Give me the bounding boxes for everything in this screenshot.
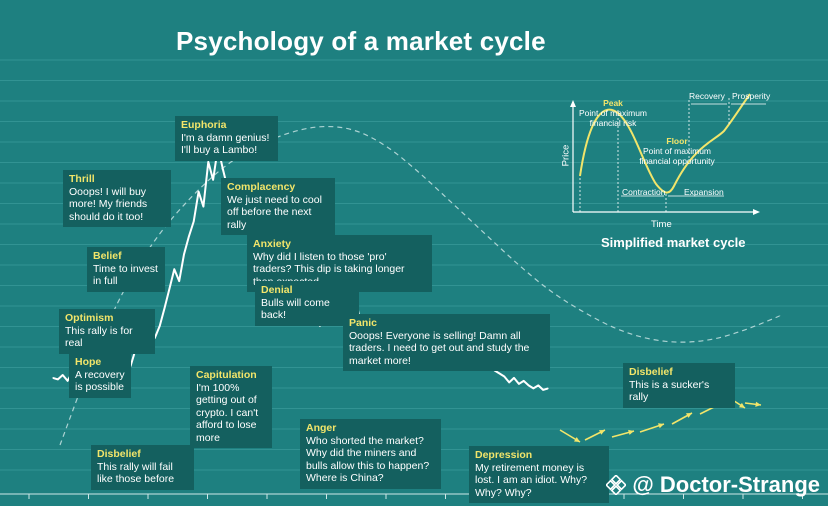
price-point [518,383,520,385]
stage-heading: Euphoria [181,119,227,131]
stage-text: Bulls will come back! [261,296,330,322]
phase-recovery: Recovery [689,91,725,101]
stage-anger: Anger Who shorted the market? Why did th… [300,419,441,489]
stage-heading: Disbelief [629,366,673,378]
arrow-head [755,401,761,407]
inset-peak-label: Peak Point of maximum financial risk [575,98,651,128]
price-point [222,168,224,170]
stage-disbelief-2: Disbelief This is a sucker's rally [623,363,735,408]
price-point [528,384,530,386]
peak-heading: Peak [603,98,623,108]
price-point [67,380,69,382]
price-point [319,325,321,327]
stage-text: I'm a damn genius! I'll buy a Lambo! [181,131,270,157]
inset-x-arrow [753,209,760,215]
stage-denial: Denial Bulls will come back! [255,281,359,326]
arrow-head [599,430,605,435]
arrow-head [686,413,692,418]
peak-text: Point of maximum financial risk [578,108,648,128]
stage-heading: Optimism [65,312,114,324]
price-point [537,384,539,386]
price-point [188,235,190,237]
price-point [513,377,515,379]
sentiment-trend-curve [59,125,781,446]
price-point [183,253,185,255]
price-point [178,280,180,282]
stage-heading: Denial [261,284,293,296]
price-point [498,372,501,375]
stage-hope: Hope A recovery is possible [69,353,131,398]
inset-floor-label: Floor Point of maximum financial opportu… [638,136,716,166]
stage-text: Ooops! I will buy more! My friends shoul… [69,185,148,223]
floor-text: Point of maximum financial opportunity [639,146,715,166]
inset-caption: Simplified market cycle [601,235,746,250]
stage-text: This rally is for real [65,324,133,350]
stage-heading: Thrill [69,173,95,185]
stage-heading: Hope [75,356,102,368]
stage-text: This is a sucker's rally [629,378,710,404]
stage-text: My retirement money is lost. I am an idi… [475,461,588,499]
stage-capitulation: Capitulation I'm 100% getting out of cry… [190,366,272,448]
stage-heading: Depression [475,449,533,461]
stage-text: Who shorted the market? Why did the mine… [306,434,430,485]
arrow-head [658,423,664,429]
arrow-head [739,402,745,408]
stage-optimism: Optimism This rally is for real [59,309,155,354]
price-point [547,387,549,389]
price-point [532,387,535,389]
watermark-text: @ Doctor-Strange [632,472,820,497]
stage-text: A recovery is possible [75,368,125,394]
phase-expansion: Expansion [684,187,724,197]
floor-heading: Floor [666,136,688,146]
stage-heading: Anxiety [253,238,291,250]
stage-text: Time to invest in full [93,262,158,288]
stage-panic: Panic Ooops! Everyone is selling! Damn a… [343,314,550,371]
stage-text: We just need to cool off before the next… [227,193,322,231]
chart-title: Psychology of a market cycle [176,26,546,56]
price-point [523,380,525,382]
price-point [52,377,54,379]
watermark: @ Doctor-Strange [606,472,820,498]
arrow-head [628,429,634,435]
price-point [202,206,204,208]
simplified-cycle-chart [570,93,766,215]
stage-text: This rally will fail like those before [97,460,175,486]
stage-heading: Panic [349,317,378,329]
arrow-head [574,437,580,442]
stage-depression: Depression My retirement money is lost. … [469,446,609,503]
price-point [207,161,209,163]
price-point [508,381,510,383]
stage-text: I'm 100% getting out of crypto. I can't … [196,381,259,444]
stage-thrill: Thrill Ooops! I will buy more! My friend… [63,170,171,227]
price-point [173,268,175,270]
stage-complacency: Complacency We just need to cool off bef… [221,178,335,235]
price-point [164,307,166,309]
stage-heading: Anger [306,422,337,434]
stage-heading: Complacency [227,181,296,193]
price-point [503,375,505,378]
price-point [193,220,195,223]
price-point [57,378,59,380]
price-point [168,287,171,290]
inset-xlabel: Time [651,219,672,230]
stage-belief: Belief Time to invest in full [87,247,165,292]
stage-heading: Belief [93,250,122,262]
price-point [542,389,544,391]
inset-ylabel: Price [560,144,572,167]
price-point [212,179,214,181]
inset-y-arrow [570,100,576,107]
price-point [198,191,200,193]
phase-contraction: Contraction [622,187,666,197]
phase-prosperity: Prosperity [732,91,771,101]
stage-heading: Capitulation [196,369,257,381]
stage-text: Ooops! Everyone is selling! Damn all tra… [349,329,530,367]
watermark-logo-icon [606,475,627,495]
inset-cycle-curve [579,93,751,194]
price-point [159,325,161,327]
stage-disbelief-1: Disbelief This rally will fail like thos… [91,445,194,490]
stage-euphoria: Euphoria I'm a damn genius! I'll buy a L… [175,116,278,161]
price-point [62,374,64,376]
stage-heading: Disbelief [97,448,141,460]
